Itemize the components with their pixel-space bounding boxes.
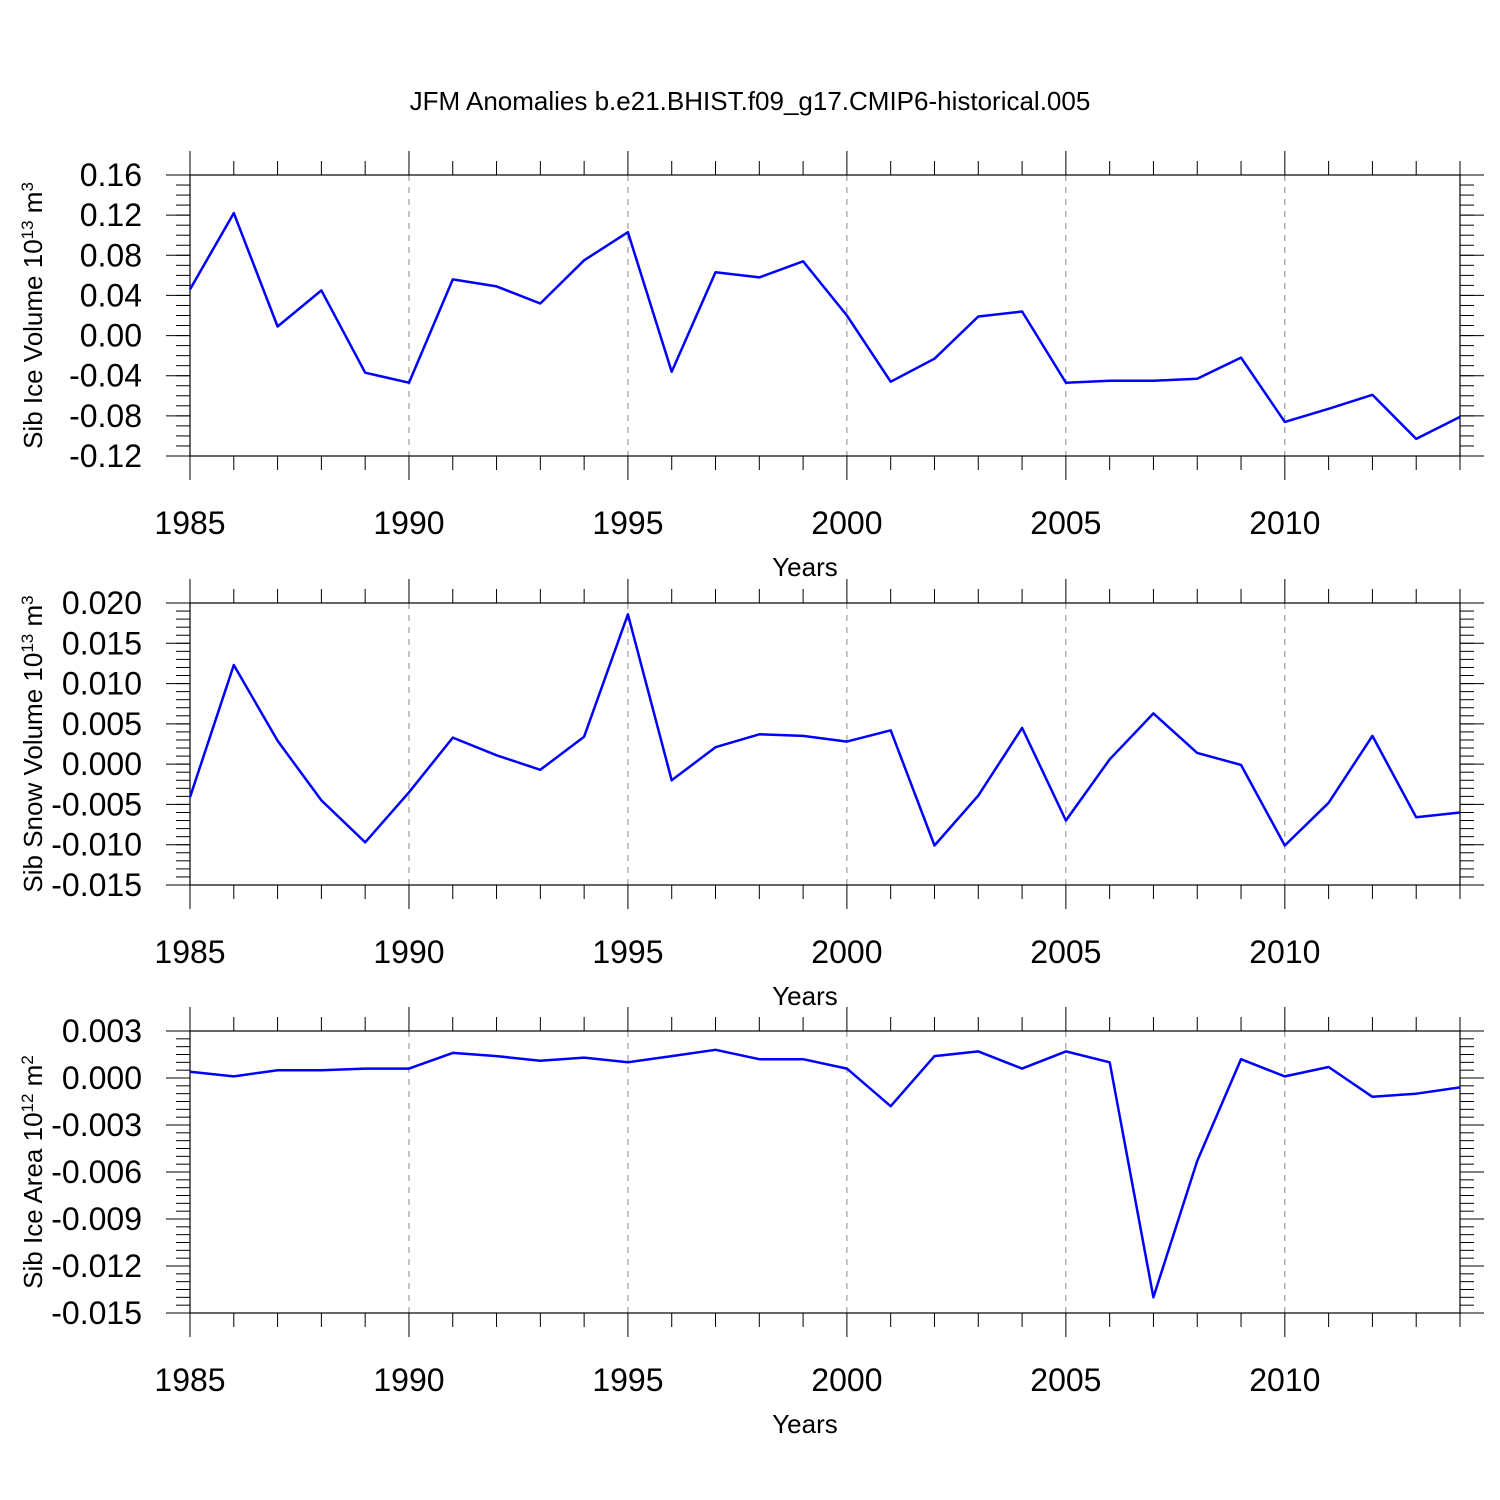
x-tick-label: 2010 [1249, 505, 1320, 541]
plot-frame [189, 1030, 1461, 1314]
x-tick-label: 1995 [592, 505, 663, 541]
x-tick-label: 1985 [154, 934, 225, 970]
x-tick-label: 1985 [154, 505, 225, 541]
chart-panels: 1985 1990 1995 2000 2005 2010 Years -0.12 -0.08 -… [18, 151, 1484, 1439]
y-tick-label: -0.015 [51, 1295, 142, 1331]
x-tick-label: 2005 [1030, 934, 1101, 970]
y-tick-label: 0.015 [62, 625, 142, 661]
x-tick-label: 2005 [1030, 1362, 1101, 1398]
x-tick-label: 1990 [373, 934, 444, 970]
x-tick-label: 1990 [373, 505, 444, 541]
y-axis-title: Sib Ice Area 1012 m2 [18, 1055, 49, 1289]
series-line [188, 211, 1461, 441]
y-axis-title-text: Sib Ice Volume 10 [18, 239, 48, 449]
y-axis-unit-base: m [18, 1065, 48, 1094]
y-axis-unit-power: 3 [18, 595, 37, 604]
x-tick-label: 1985 [154, 1362, 225, 1398]
y-tick-label: 0.04 [80, 277, 142, 313]
x-tick-label: 2005 [1030, 505, 1101, 541]
y-axis-title: Sib Ice Volume 1013 m3 [18, 182, 49, 449]
x-tick-label: 2000 [811, 505, 882, 541]
y-axis-unit-base: m [18, 605, 48, 634]
y-axis-unit-power: 2 [18, 1055, 37, 1064]
x-axis-title: Years [772, 552, 838, 582]
panel-1: 1985 1990 1995 2000 2005 2010 Years -0.12 -0.08 -… [18, 151, 1484, 582]
y-axis-unit-exponent: 12 [18, 1094, 37, 1113]
y-tick-label: -0.08 [69, 398, 142, 434]
x-tick-label: 2000 [811, 934, 882, 970]
y-axis-unit-exponent: 13 [18, 634, 37, 653]
y-tick-label: -0.009 [51, 1201, 142, 1237]
x-tick-label: 1990 [373, 1362, 444, 1398]
y-tick-label: 0.12 [80, 197, 142, 233]
y-tick-label: -0.006 [51, 1154, 142, 1190]
y-tick-label: 0.00 [80, 318, 142, 354]
y-axis-unit-exponent: 13 [18, 220, 37, 239]
y-tick-label: -0.005 [51, 786, 142, 822]
x-tick-label: 1995 [592, 1362, 663, 1398]
y-tick-label: -0.12 [69, 438, 142, 474]
y-tick-label: 0.000 [62, 1060, 142, 1096]
x-tick-label: 1995 [592, 934, 663, 970]
x-axis-title: Years [772, 981, 838, 1011]
series-line [188, 613, 1461, 847]
y-tick-label: 0.020 [62, 585, 142, 621]
y-tick-label: 0.08 [80, 237, 142, 273]
x-tick-label: 2010 [1249, 1362, 1320, 1398]
y-tick-label: -0.010 [51, 827, 142, 863]
y-axis-unit-power: 3 [18, 182, 37, 191]
x-axis-title: Years [772, 1409, 838, 1439]
panel-3: 1985 1990 1995 2000 2005 2010 Years -0.015 -0.01… [18, 1007, 1484, 1439]
y-tick-label: 0.16 [80, 157, 142, 193]
y-tick-label: 0.005 [62, 706, 142, 742]
panel-2: 1985 1990 1995 2000 2005 2010 Years -0.015 -0.01… [18, 579, 1484, 1011]
y-axis-title: Sib Snow Volume 1013 m3 [18, 595, 49, 892]
y-tick-label: 0.003 [62, 1013, 142, 1049]
y-tick-label: 0.010 [62, 666, 142, 702]
y-tick-label: -0.015 [51, 867, 142, 903]
x-tick-label: 2000 [811, 1362, 882, 1398]
y-tick-label: -0.003 [51, 1107, 142, 1143]
chart-title: JFM Anomalies b.e21.BHIST.f09_g17.CMIP6-… [410, 86, 1091, 116]
x-tick-label: 2010 [1249, 934, 1320, 970]
plot-frame [189, 602, 1461, 886]
y-tick-label: -0.04 [69, 358, 142, 394]
y-axis-unit-base: m [18, 192, 48, 221]
y-axis-title-text: Sib Snow Volume 10 [18, 653, 48, 893]
y-tick-label: -0.012 [51, 1248, 142, 1284]
y-axis-title-text: Sib Ice Area 10 [18, 1112, 48, 1288]
series-line [189, 1048, 1461, 1299]
plot-frame [189, 174, 1461, 457]
y-tick-label: 0.000 [62, 746, 142, 782]
